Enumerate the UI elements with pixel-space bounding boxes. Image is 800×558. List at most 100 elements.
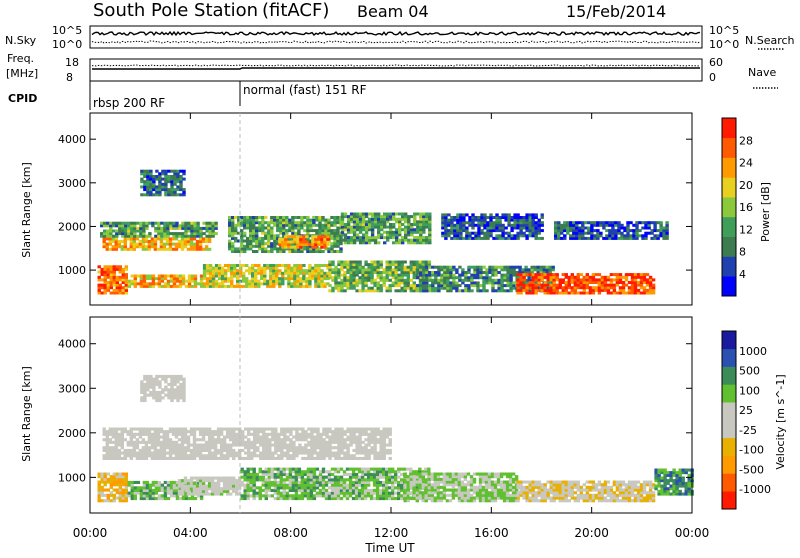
- power-cell: [443, 281, 446, 284]
- power-cell: [610, 281, 613, 284]
- vel-cell: [334, 454, 337, 457]
- power-cell: [538, 278, 541, 281]
- power-cell: [236, 277, 239, 280]
- vel-cell: [271, 484, 274, 487]
- power-cell: [327, 232, 330, 235]
- power-cell: [193, 222, 196, 225]
- power-cell: [323, 243, 326, 246]
- power-cell: [569, 221, 572, 224]
- vel-cell: [220, 446, 223, 449]
- power-cell: [221, 267, 224, 270]
- power-cell: [659, 227, 662, 230]
- vel-cell: [106, 449, 109, 452]
- power-cell: [425, 274, 428, 277]
- vel-cell: [163, 444, 166, 447]
- power-cell: [215, 264, 218, 267]
- power-cell: [243, 219, 246, 222]
- power-cell: [513, 234, 516, 237]
- power-cell: [374, 223, 377, 226]
- vel-cell: [214, 454, 217, 457]
- power-cell: [336, 234, 339, 237]
- power-cell: [107, 284, 110, 287]
- power-cell: [115, 245, 118, 248]
- power-cell: [160, 248, 163, 251]
- power-cell: [638, 221, 641, 224]
- power-cell: [178, 232, 181, 235]
- power-cell: [149, 175, 152, 178]
- power-cell: [640, 278, 643, 281]
- power-cell: [164, 277, 167, 280]
- vel-cell: [277, 494, 280, 497]
- power-cell: [251, 272, 254, 275]
- power-cell: [428, 226, 431, 229]
- power-cell: [456, 234, 459, 237]
- power-cell: [483, 237, 486, 240]
- vel-cell: [328, 446, 331, 449]
- power-cell: [164, 282, 167, 285]
- vel-cell: [274, 449, 277, 452]
- power-colorbar-swatch: [722, 276, 736, 296]
- power-cell: [326, 243, 329, 246]
- vel-cell: [169, 446, 172, 449]
- power-cell: [644, 234, 647, 237]
- vel-cell: [205, 493, 208, 496]
- power-cell: [491, 289, 494, 292]
- power-cell: [428, 241, 431, 244]
- power-cell: [638, 234, 641, 237]
- power-cell: [306, 229, 309, 232]
- power-cell: [145, 235, 148, 238]
- power-cell: [352, 279, 355, 282]
- power-cell: [617, 224, 620, 227]
- vel-cell: [115, 433, 118, 436]
- power-cell: [264, 216, 267, 219]
- power-cell: [497, 289, 500, 292]
- power-cell: [383, 281, 386, 284]
- power-cell: [337, 284, 340, 287]
- power-cell: [556, 286, 559, 289]
- power-cell: [149, 172, 152, 175]
- power-cell: [127, 232, 130, 235]
- power-cell: [200, 285, 203, 288]
- power-cell: [422, 284, 425, 287]
- power-cell: [331, 271, 334, 274]
- power-cell: [593, 224, 596, 227]
- vel-cell: [334, 446, 337, 449]
- power-cell: [221, 277, 224, 280]
- power-cell: [601, 284, 604, 287]
- vel-cell: [167, 481, 170, 484]
- power-cell: [631, 281, 634, 284]
- vel-cell: [340, 433, 343, 436]
- vel-cell: [319, 454, 322, 457]
- power-cell: [419, 236, 422, 239]
- power-cell: [643, 281, 646, 284]
- power-cell: [331, 268, 334, 271]
- power-cell: [212, 269, 215, 272]
- vel-cell: [262, 473, 265, 476]
- vel-cell: [280, 492, 283, 495]
- vel-cell: [241, 433, 244, 436]
- power-cell: [272, 269, 275, 272]
- vel-cell: [319, 438, 322, 441]
- power-cell: [170, 183, 173, 186]
- power-cell: [637, 292, 640, 295]
- power-cell: [273, 242, 276, 245]
- vel-cell: [175, 428, 178, 431]
- vel-cell: [349, 436, 352, 439]
- power-cell: [261, 229, 264, 232]
- vel-cell: [295, 449, 298, 452]
- power-cell: [416, 236, 419, 239]
- power-cell: [317, 264, 320, 267]
- power-cell: [233, 264, 236, 267]
- power-cell: [231, 245, 234, 248]
- vel-cell: [319, 492, 322, 495]
- power-cell: [479, 276, 482, 279]
- power-cell: [170, 277, 173, 280]
- power-cell: [474, 224, 477, 227]
- power-cell: [130, 235, 133, 238]
- vel-cell: [106, 438, 109, 441]
- power-cell: [389, 274, 392, 277]
- power-cell: [333, 232, 336, 235]
- power-cell: [154, 248, 157, 251]
- power-cell: [619, 292, 622, 295]
- power-cell: [187, 237, 190, 240]
